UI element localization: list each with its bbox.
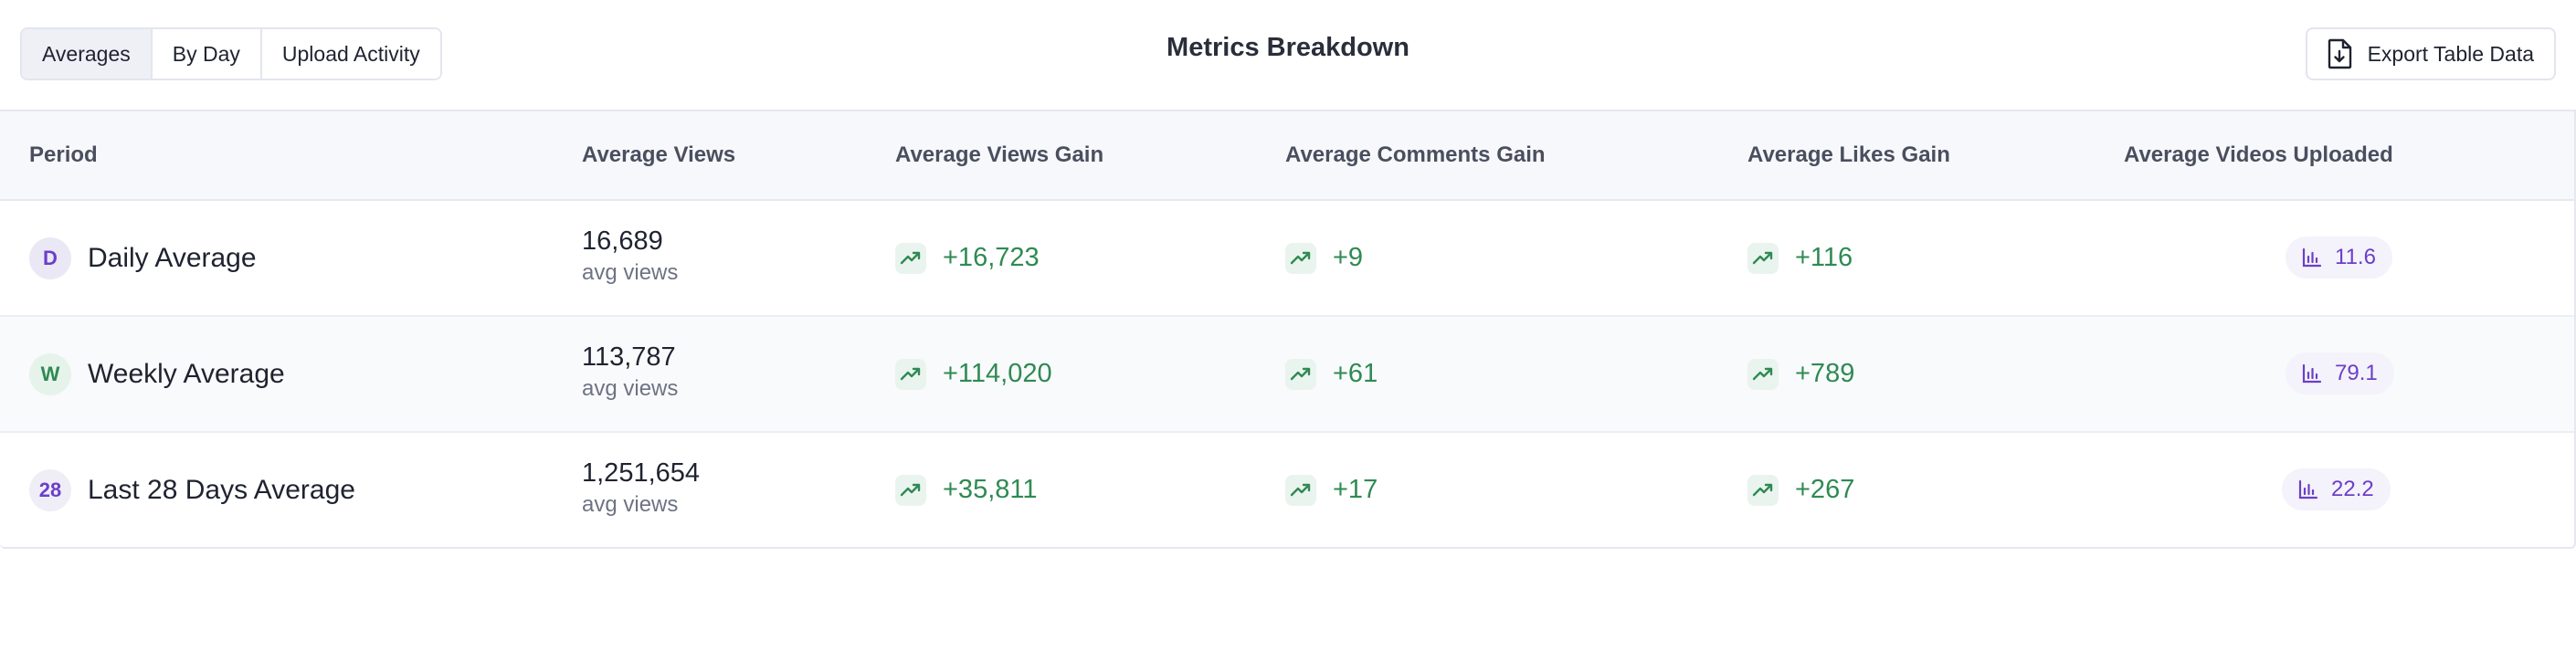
column-header-average-likes-gain[interactable]: Average Likes Gain — [1747, 142, 1950, 167]
trending-up-icon — [1285, 358, 1316, 390]
videos-uploaded-value: 22.2 — [2331, 477, 2374, 501]
trending-up-icon — [1747, 474, 1779, 506]
metrics-table: Period Average Views Average Views Gain … — [0, 110, 2576, 549]
period-label: Weekly Average — [88, 358, 285, 389]
table-row: D Daily Average 16,689 avg views +16,723… — [0, 201, 2574, 317]
trending-up-icon — [1285, 474, 1316, 506]
views-value: 16,689 — [582, 226, 663, 256]
videos-uploaded-value: 11.6 — [2335, 245, 2376, 269]
views-cell: 1,251,654 avg views — [582, 457, 700, 521]
view-tabs: Averages By Day Upload Activity — [20, 27, 442, 80]
bar-chart-icon — [2302, 247, 2322, 268]
views-cell: 16,689 avg views — [582, 225, 678, 289]
period-label: Daily Average — [88, 242, 257, 273]
export-table-button[interactable]: Export Table Data — [2305, 27, 2556, 80]
table-row: 28 Last 28 Days Average 1,251,654 avg vi… — [0, 433, 2574, 547]
tab-upload-activity[interactable]: Upload Activity — [261, 29, 440, 79]
trending-up-icon — [1285, 242, 1316, 274]
comments-gain-value: +9 — [1333, 243, 1364, 272]
comments-gain-cell: +17 — [1285, 433, 1378, 547]
comments-gain-cell: +9 — [1285, 201, 1363, 315]
export-button-label: Export Table Data — [2367, 41, 2534, 66]
period-cell: D Daily Average — [29, 201, 257, 315]
trending-up-icon — [1747, 242, 1779, 274]
trending-up-icon — [1747, 358, 1779, 390]
likes-gain-cell: +789 — [1747, 317, 1854, 431]
views-unit: avg views — [582, 376, 679, 401]
likes-gain-cell: +267 — [1747, 433, 1854, 547]
column-header-average-views-gain[interactable]: Average Views Gain — [895, 142, 1104, 167]
bar-chart-icon — [2302, 363, 2322, 384]
views-value: 1,251,654 — [582, 458, 701, 488]
trending-up-icon — [895, 474, 926, 506]
table-header: Period Average Views Average Views Gain … — [0, 111, 2574, 201]
videos-uploaded-value: 79.1 — [2335, 361, 2378, 385]
file-download-icon — [2328, 38, 2351, 69]
views-gain-cell: +16,723 — [895, 201, 1040, 315]
likes-gain-value: +116 — [1795, 243, 1853, 272]
views-value: 113,787 — [582, 342, 676, 372]
likes-gain-cell: +116 — [1747, 201, 1853, 315]
comments-gain-cell: +61 — [1285, 317, 1378, 431]
likes-gain-value: +267 — [1795, 475, 1855, 504]
videos-uploaded-pill: 11.6 — [2286, 237, 2392, 279]
period-badge: 28 — [29, 468, 71, 511]
period-badge: D — [29, 237, 71, 279]
views-gain-value: +35,811 — [943, 475, 1038, 504]
metrics-header: Averages By Day Upload Activity Metrics … — [0, 0, 2576, 106]
tab-averages[interactable]: Averages — [22, 29, 153, 79]
column-header-average-views[interactable]: Average Views — [582, 142, 736, 167]
views-gain-value: +114,020 — [943, 359, 1052, 388]
views-unit: avg views — [582, 260, 679, 285]
views-gain-cell: +35,811 — [895, 433, 1037, 547]
tab-by-day[interactable]: By Day — [152, 29, 262, 79]
comments-gain-value: +17 — [1333, 475, 1378, 504]
trending-up-icon — [895, 358, 926, 390]
period-label: Last 28 Days Average — [88, 474, 355, 505]
bar-chart-icon — [2298, 479, 2318, 500]
page-title: Metrics Breakdown — [1167, 33, 1409, 62]
likes-gain-value: +789 — [1795, 359, 1855, 388]
views-unit: avg views — [582, 492, 679, 517]
videos-uploaded-pill: 79.1 — [2286, 352, 2394, 394]
period-cell: 28 Last 28 Days Average — [29, 433, 355, 547]
comments-gain-value: +61 — [1333, 359, 1378, 388]
views-gain-cell: +114,020 — [895, 317, 1052, 431]
column-header-period[interactable]: Period — [29, 142, 98, 167]
column-header-average-videos-uploaded[interactable]: Average Videos Uploaded — [2124, 142, 2393, 167]
views-gain-value: +16,723 — [943, 243, 1040, 272]
column-header-average-comments-gain[interactable]: Average Comments Gain — [1285, 142, 1546, 167]
views-cell: 113,787 avg views — [582, 341, 678, 405]
period-badge: W — [29, 352, 71, 395]
videos-uploaded-pill: 22.2 — [2282, 468, 2391, 510]
trending-up-icon — [895, 242, 926, 274]
table-row: W Weekly Average 113,787 avg views +114,… — [0, 317, 2574, 433]
period-cell: W Weekly Average — [29, 317, 285, 431]
